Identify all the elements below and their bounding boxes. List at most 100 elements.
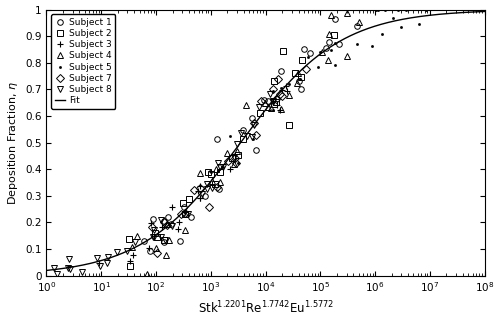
Subject 4	[129, 245, 135, 249]
Subject 1	[332, 17, 338, 21]
Subject 1	[182, 205, 188, 209]
Subject 2	[217, 170, 223, 174]
Subject 2	[154, 235, 160, 239]
Subject 8	[150, 235, 156, 239]
Subject 1	[240, 128, 246, 132]
Subject 8	[256, 105, 262, 109]
Subject 5	[234, 161, 240, 165]
Subject 8	[244, 134, 250, 138]
Subject 1	[148, 249, 154, 253]
Subject 1	[264, 99, 270, 103]
Subject 1	[307, 51, 313, 55]
Subject 7	[274, 97, 280, 101]
Subject 7	[278, 94, 284, 98]
Subject 4	[153, 246, 159, 250]
Subject 8	[132, 241, 138, 244]
Subject 5	[354, 42, 360, 46]
Subject 7	[252, 121, 258, 125]
Subject 1	[278, 69, 283, 73]
Subject 5	[380, 32, 386, 35]
Subject 4	[268, 106, 274, 110]
Subject 2	[286, 123, 292, 127]
Subject 3	[274, 103, 280, 107]
Subject 5	[395, 8, 401, 12]
Subject 8	[231, 155, 237, 158]
Subject 4	[328, 13, 334, 17]
Subject 4	[198, 171, 203, 175]
Subject 2	[270, 102, 276, 106]
Subject 2	[292, 71, 298, 75]
Subject 5	[390, 16, 396, 20]
Subject 5	[416, 22, 422, 25]
Subject 1	[150, 217, 156, 221]
Subject 4	[208, 179, 214, 183]
Subject 1	[298, 87, 304, 91]
Subject 2	[208, 172, 214, 176]
Fit	[469, 10, 475, 14]
Subject 8	[124, 249, 130, 253]
Subject 8	[185, 212, 191, 216]
Subject 8	[162, 238, 168, 242]
Subject 7	[191, 188, 197, 192]
Subject 2	[127, 264, 133, 268]
Subject 1	[140, 239, 146, 243]
Subject 2	[206, 170, 212, 174]
Subject 1	[188, 215, 194, 219]
Subject 7	[182, 211, 188, 214]
Subject 5	[207, 169, 213, 173]
Subject 2	[271, 79, 277, 82]
Subject 8	[104, 261, 110, 265]
Subject 7	[214, 185, 220, 189]
Subject 3	[176, 220, 182, 223]
Fit	[44, 269, 50, 272]
Subject 4	[262, 101, 268, 105]
Subject 7	[164, 223, 170, 227]
Subject 8	[199, 192, 205, 196]
Y-axis label: Deposition Fraction, $\eta$: Deposition Fraction, $\eta$	[6, 80, 20, 204]
Fit	[469, 10, 475, 14]
Subject 5	[297, 77, 303, 80]
Subject 5	[403, 8, 409, 12]
Line: Subject 8: Subject 8	[51, 92, 276, 277]
Subject 7	[258, 99, 264, 103]
Line: Subject 3: Subject 3	[96, 83, 291, 266]
Subject 3	[176, 227, 182, 231]
Subject 4	[344, 54, 350, 58]
Subject 5	[270, 108, 276, 112]
Subject 2	[330, 33, 336, 37]
Subject 3	[198, 196, 203, 200]
Subject 3	[127, 260, 133, 263]
Subject 3	[168, 205, 174, 209]
Subject 7	[232, 156, 238, 160]
Subject 8	[54, 272, 60, 276]
Subject 3	[197, 196, 203, 200]
Subject 5	[332, 63, 338, 67]
Subject 3	[148, 221, 154, 225]
Subject 2	[182, 212, 188, 216]
Subject 5	[332, 41, 338, 45]
Subject 2	[126, 237, 132, 241]
Subject 7	[149, 225, 155, 229]
Subject 2	[240, 137, 246, 140]
Subject 3	[284, 89, 290, 93]
Subject 2	[161, 238, 167, 242]
Subject 8	[238, 131, 244, 135]
Fit	[482, 10, 488, 14]
Subject 8	[249, 135, 255, 139]
Subject 8	[152, 235, 158, 239]
Subject 4	[214, 167, 220, 171]
Subject 8	[114, 250, 120, 254]
Subject 8	[268, 92, 274, 96]
Subject 8	[204, 187, 210, 191]
Subject 7	[161, 220, 167, 223]
Fit	[388, 20, 394, 24]
Subject 2	[234, 153, 240, 157]
Subject 5	[317, 50, 323, 53]
Subject 8	[234, 142, 239, 146]
Subject 4	[144, 272, 150, 276]
Subject 3	[96, 261, 102, 265]
Subject 8	[98, 264, 103, 268]
Subject 2	[180, 201, 186, 204]
Subject 7	[270, 87, 276, 91]
Subject 7	[226, 159, 232, 163]
